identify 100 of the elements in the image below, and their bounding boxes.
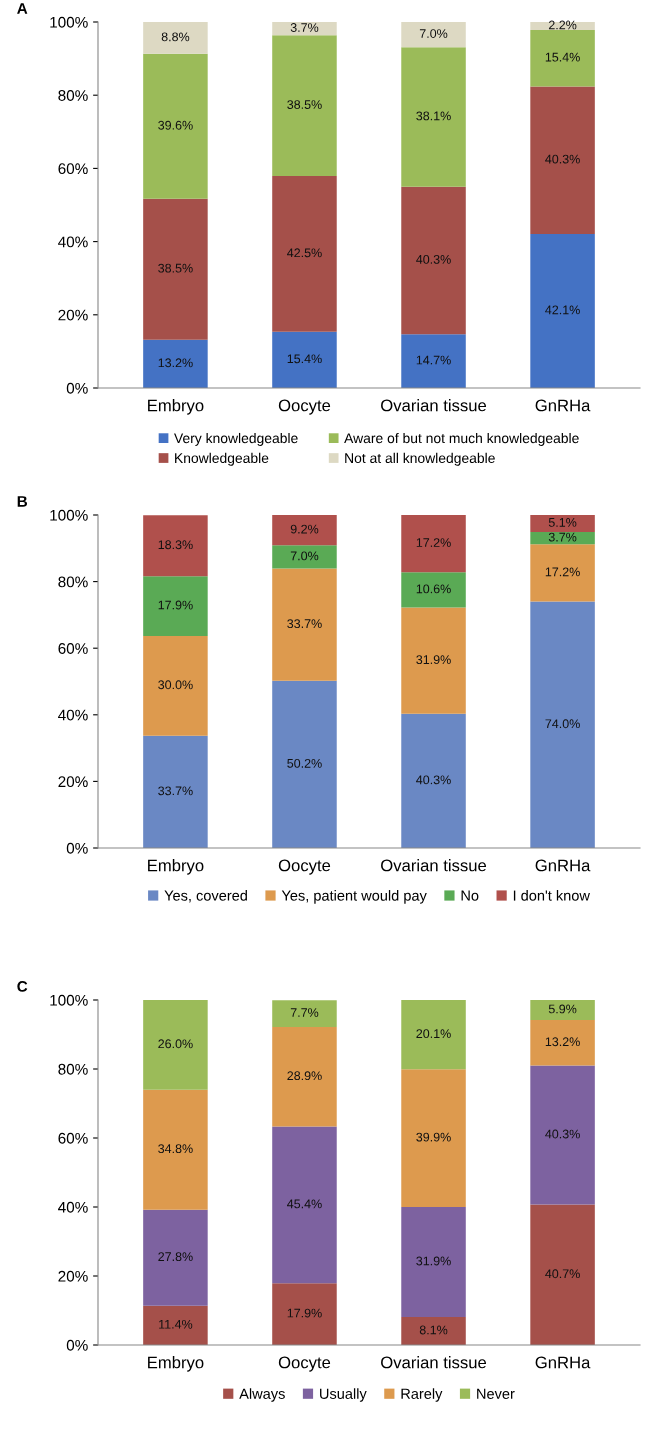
legend-label: Never	[477, 1388, 515, 1399]
bar	[143, 339, 208, 388]
bar	[530, 233, 595, 388]
data-label: 27.8%	[158, 1252, 193, 1262]
data-label: 14.7%	[416, 355, 451, 365]
y-tick-label: 60%	[58, 643, 88, 654]
y-tick-label: 20%	[58, 1270, 88, 1282]
chart-title: B	[17, 496, 28, 507]
legend-label: Usually	[320, 1388, 367, 1402]
data-label: 17.2%	[545, 567, 580, 577]
data-label: 15.4%	[287, 354, 322, 364]
data-label: 40.3%	[545, 1129, 580, 1139]
chart-title: A	[17, 3, 28, 14]
bar	[530, 22, 595, 31]
data-label: 20.1%	[416, 1029, 451, 1039]
data-label: 40.7%	[545, 1269, 580, 1279]
bar	[272, 680, 337, 848]
bar	[401, 186, 466, 335]
bar	[401, 1000, 466, 1070]
bar	[143, 53, 208, 199]
bar	[401, 1207, 466, 1318]
bar	[143, 198, 208, 340]
bar	[143, 1089, 208, 1210]
data-label: 40.3%	[416, 254, 451, 264]
data-label: 13.2%	[158, 358, 193, 368]
data-label: 38.5%	[287, 100, 322, 109]
data-label: 33.7%	[158, 786, 193, 796]
data-label: 9.2%	[290, 524, 319, 534]
data-label: 38.1%	[416, 111, 451, 121]
legend-label: No	[461, 890, 479, 901]
bar	[143, 576, 208, 636]
data-label: 39.9%	[416, 1132, 451, 1142]
data-label: 5.1%	[548, 518, 577, 527]
data-label: 8.8%	[161, 32, 190, 42]
bar	[272, 35, 337, 177]
y-tick-label: 20%	[58, 309, 88, 321]
data-label: 40.3%	[545, 154, 580, 164]
legend-label: Aware of but not much knowledgeable	[344, 432, 579, 446]
bar	[272, 1026, 337, 1127]
data-label: 28.9%	[287, 1071, 322, 1081]
data-label: 7.7%	[290, 1008, 319, 1017]
bar	[272, 176, 337, 332]
x-tick-label: Embryo	[148, 1356, 204, 1372]
bar	[401, 572, 466, 608]
bar	[530, 544, 595, 602]
bar	[530, 1204, 595, 1345]
bar	[272, 545, 337, 569]
data-label: 17.9%	[287, 1308, 322, 1318]
bar	[272, 1000, 337, 1027]
bar	[530, 86, 595, 234]
y-tick-label: 0%	[66, 382, 88, 394]
bar	[272, 1126, 337, 1284]
y-tick-label: 100%	[50, 509, 88, 521]
bar	[401, 1069, 466, 1207]
legend-label: Very knowledgeable	[174, 432, 298, 446]
data-label: 42.5%	[287, 248, 322, 258]
x-tick-label: Oocyte	[278, 1356, 331, 1372]
data-label: 31.9%	[416, 655, 451, 665]
data-label: 42.1%	[545, 305, 580, 315]
legend-label: Always	[239, 1388, 285, 1402]
data-label: 74.0%	[545, 719, 580, 729]
x-tick-label: GnRHa	[535, 1356, 591, 1369]
y-tick-label: 40%	[58, 1201, 88, 1213]
x-tick-label: GnRHa	[535, 399, 591, 412]
data-label: 18.3%	[158, 540, 193, 550]
bar	[143, 635, 208, 736]
data-label: 17.9%	[158, 600, 193, 610]
data-label: 11.4%	[159, 1319, 193, 1329]
bar	[143, 22, 208, 54]
y-tick-label: 20%	[58, 776, 88, 788]
bar	[530, 601, 595, 848]
bar	[401, 515, 466, 573]
bar	[530, 1065, 595, 1205]
chart-title: C	[17, 981, 28, 992]
data-label: 13.2%	[545, 1037, 580, 1047]
y-tick-label: 100%	[50, 994, 88, 1006]
bar	[401, 22, 466, 48]
data-label: 39.6%	[158, 120, 193, 130]
legend-label: I don't know	[513, 890, 590, 901]
x-tick-label: Oocyte	[278, 399, 331, 415]
bar	[143, 1000, 208, 1090]
bar	[401, 713, 466, 848]
data-label: 5.9%	[548, 1004, 577, 1014]
data-label: 31.9%	[416, 1256, 451, 1266]
data-label: 30.0%	[158, 680, 193, 690]
bar	[401, 1317, 466, 1345]
x-tick-label: Embryo	[148, 859, 204, 875]
x-tick-label: Embryo	[148, 399, 204, 415]
data-label: 34.8%	[158, 1144, 193, 1154]
bar	[530, 30, 595, 87]
legend-label: Not at all knowledgeable	[345, 452, 495, 466]
bar	[272, 568, 337, 681]
data-label: 33.7%	[287, 619, 322, 629]
data-label: 3.7%	[548, 532, 577, 542]
x-tick-label: Ovarian tissue	[381, 399, 487, 412]
data-label: 8.1%	[419, 1325, 448, 1335]
data-label: 45.4%	[287, 1199, 322, 1209]
legend-label: Rarely	[401, 1388, 443, 1402]
bar	[272, 515, 337, 546]
y-tick-label: 60%	[58, 163, 88, 175]
